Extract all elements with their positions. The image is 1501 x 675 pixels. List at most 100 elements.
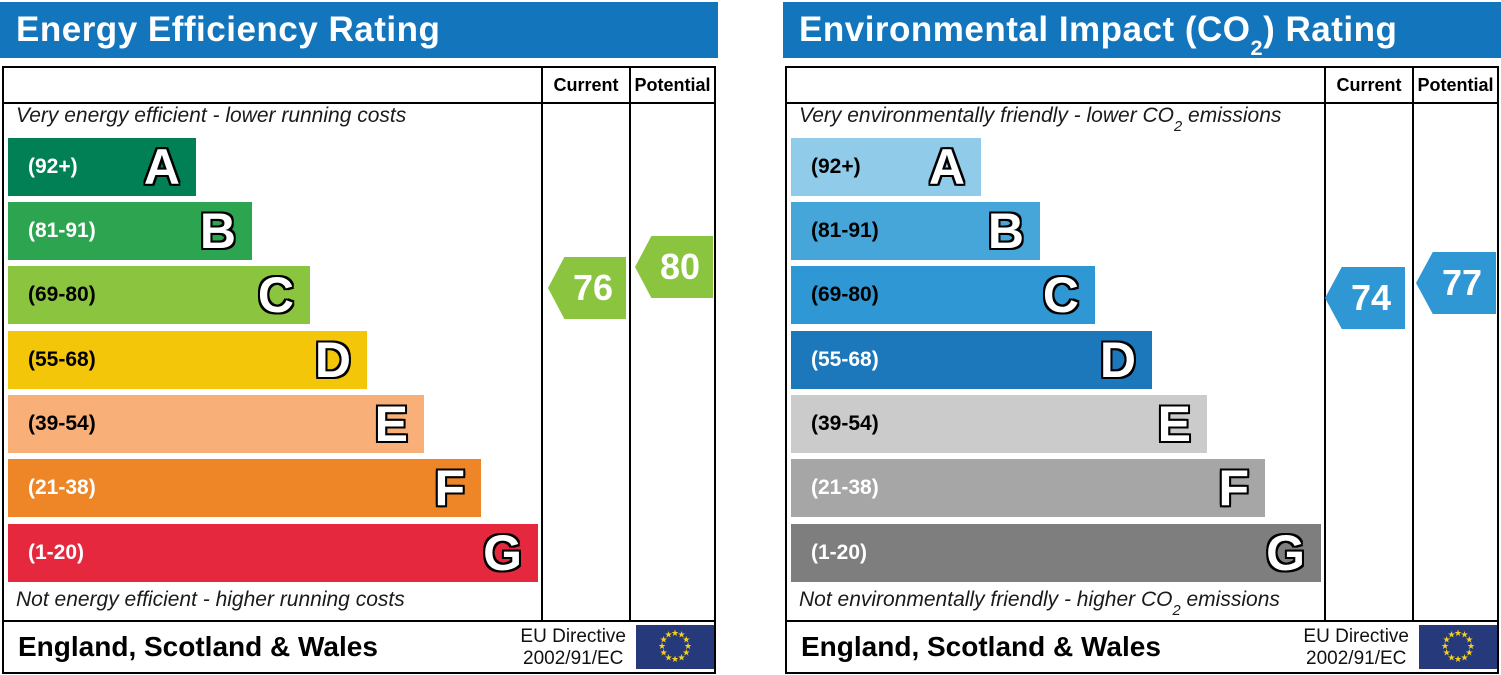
band-g-letter: G (1266, 525, 1305, 581)
band-g-letter: G (483, 525, 522, 581)
band-a-letter: A (143, 139, 180, 195)
potential-rating-value: 77 (1441, 262, 1483, 303)
region-label: England, Scotland & Wales (18, 631, 378, 662)
energy-title: Energy Efficiency Rating (16, 10, 441, 49)
eu-directive-line1: EU Directive (520, 626, 626, 647)
top-caption: Very energy efficient - lower running co… (16, 104, 407, 127)
svg-text:★: ★ (1447, 631, 1455, 641)
energy-title-bar: Energy Efficiency Rating (0, 2, 718, 58)
band-a-range: (92+) (811, 155, 861, 178)
environmental-impact-chart: Environmental Impact (CO2) Rating Curren… (783, 0, 1501, 675)
svg-text:★: ★ (1465, 649, 1473, 659)
band-d-range: (55-68) (811, 348, 879, 371)
column-divider (541, 68, 543, 620)
potential-column-header: Potential (634, 74, 711, 95)
band-d-letter: D (1099, 332, 1136, 388)
band-a: (92+) A (8, 138, 196, 196)
svg-text:★: ★ (1447, 653, 1455, 663)
svg-text:★: ★ (664, 631, 672, 641)
environmental-title: Environmental Impact (CO2) Rating (799, 10, 1398, 61)
energy-rating-table: Current Potential Very energy efficient … (2, 66, 716, 674)
footer-divider (4, 620, 714, 622)
eu-directive-label: EU Directive 2002/91/EC (520, 626, 626, 670)
band-f-range: (21-38) (28, 476, 96, 499)
eu-directive-line2: 2002/91/EC (1306, 648, 1407, 669)
svg-text:★: ★ (1460, 631, 1468, 641)
band-f-letter: F (434, 460, 465, 516)
band-d-letter: D (314, 332, 351, 388)
band-b-range: (81-91) (811, 219, 879, 242)
svg-text:★: ★ (1454, 629, 1462, 639)
band-d-range: (55-68) (28, 348, 96, 371)
band-b-letter: B (199, 203, 236, 259)
current-column-header: Current (553, 74, 619, 95)
band-g: (1-20) G (791, 524, 1321, 582)
band-g-range: (1-20) (811, 541, 868, 564)
potential-column-header: Potential (1417, 74, 1494, 95)
band-c: (69-80) C (791, 266, 1095, 324)
header-divider (787, 102, 1497, 104)
band-f-letter: F (1218, 460, 1249, 516)
band-c: (69-80) C (8, 266, 310, 324)
band-c-range: (69-80) (28, 283, 96, 306)
band-e: (39-54) E (791, 395, 1207, 453)
current-rating-pointer: 74 (1325, 267, 1405, 329)
environmental-title-bar: Environmental Impact (CO2) Rating (783, 2, 1501, 58)
eu-directive-line1: EU Directive (1303, 626, 1409, 647)
band-c-letter: C (257, 267, 294, 323)
band-e: (39-54) E (8, 395, 424, 453)
svg-text:★: ★ (671, 655, 679, 665)
svg-text:★: ★ (682, 636, 690, 646)
region-label: England, Scotland & Wales (801, 631, 1161, 662)
environmental-rating-table: Current Potential Very environmentally f… (785, 66, 1499, 674)
column-divider (1412, 68, 1414, 620)
band-a-range: (92+) (28, 155, 78, 178)
bottom-caption: Not environmentally friendly - higher CO… (799, 588, 1280, 619)
top-caption: Very environmentally friendly - lower CO… (799, 104, 1282, 135)
svg-text:★: ★ (660, 649, 668, 659)
column-divider (629, 68, 631, 620)
svg-text:★: ★ (684, 642, 692, 652)
svg-text:★: ★ (1460, 653, 1468, 663)
svg-text:★: ★ (660, 636, 668, 646)
eu-directive-line2: 2002/91/EC (523, 648, 624, 669)
header-divider (4, 102, 714, 104)
eu-flag-icon: ★ ★ ★ ★ ★ ★ ★ ★ ★ ★ ★ ★ (1419, 625, 1497, 669)
band-f: (21-38) F (8, 459, 481, 517)
svg-text:★: ★ (1441, 642, 1449, 652)
energy-efficiency-chart: Energy Efficiency Rating Current Potenti… (0, 0, 718, 675)
svg-text:★: ★ (1454, 655, 1462, 665)
band-b-letter: B (987, 203, 1024, 259)
band-a: (92+) A (791, 138, 981, 196)
band-f: (21-38) F (791, 459, 1265, 517)
eu-directive-label: EU Directive 2002/91/EC (1303, 626, 1409, 670)
band-e-letter: E (1157, 396, 1191, 452)
current-rating-pointer: 76 (548, 257, 626, 319)
bottom-caption: Not energy efficient - higher running co… (16, 588, 405, 611)
band-c-letter: C (1042, 267, 1079, 323)
band-d: (55-68) D (8, 331, 367, 389)
svg-text:★: ★ (658, 642, 666, 652)
current-column-header: Current (1336, 74, 1402, 95)
band-e-letter: E (374, 396, 408, 452)
band-b: (81-91) B (791, 202, 1040, 260)
band-d: (55-68) D (791, 331, 1152, 389)
eu-flag-icon: ★ ★ ★ ★ ★ ★ ★ ★ ★ ★ ★ ★ (636, 625, 714, 669)
potential-rating-value: 80 (659, 246, 701, 287)
svg-text:★: ★ (1443, 636, 1451, 646)
band-a-letter: A (928, 139, 965, 195)
band-c-range: (69-80) (811, 283, 879, 306)
svg-text:★: ★ (664, 653, 672, 663)
svg-text:★: ★ (682, 649, 690, 659)
svg-text:★: ★ (1443, 649, 1451, 659)
svg-text:★: ★ (671, 629, 679, 639)
potential-rating-pointer: 80 (635, 236, 713, 298)
band-g-range: (1-20) (28, 541, 85, 564)
svg-text:★: ★ (677, 631, 685, 641)
band-e-range: (39-54) (811, 412, 879, 435)
band-b-range: (81-91) (28, 219, 96, 242)
band-b: (81-91) B (8, 202, 252, 260)
svg-text:★: ★ (1465, 636, 1473, 646)
band-f-range: (21-38) (811, 476, 879, 499)
current-rating-value: 76 (572, 267, 614, 308)
